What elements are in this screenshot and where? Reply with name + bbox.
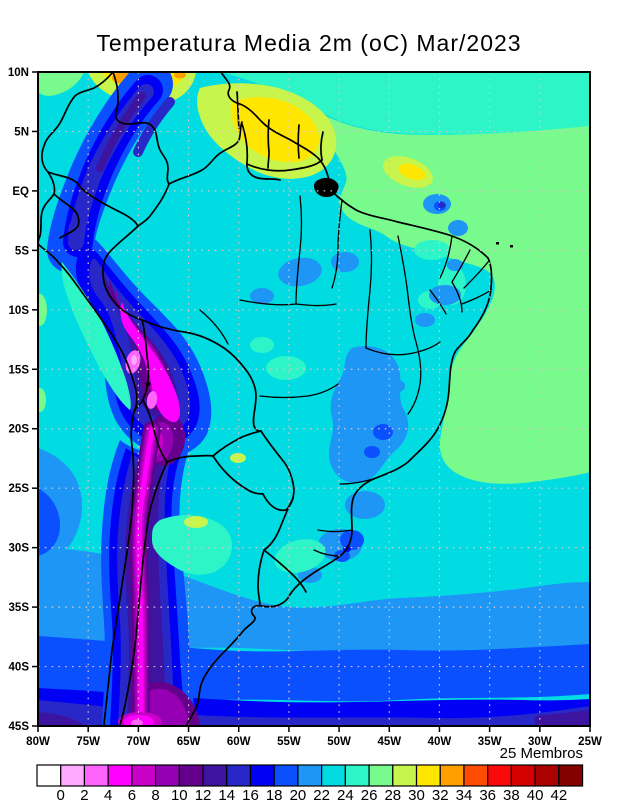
lat-tick-label: 5S <box>15 245 29 257</box>
colorbar-tick-label: 18 <box>266 787 283 800</box>
lat-tick-label: 15S <box>9 364 30 376</box>
colorbar-cell <box>83 764 109 787</box>
colorbar-tick-label: 24 <box>337 787 354 800</box>
colorbar-tick-label: 32 <box>432 787 449 800</box>
lat-tick-label: 20S <box>9 424 30 436</box>
lon-tick-label: 75W <box>76 736 100 748</box>
colorbar-tick-label: 36 <box>479 787 496 800</box>
colorbar-cell <box>36 764 62 787</box>
colorbar-tick-label: 38 <box>503 787 520 800</box>
colorbar-tick-label: 6 <box>128 787 136 800</box>
colorbar-cell <box>60 764 86 787</box>
latitude-axis: 10N 5N EQ 5S 10S 15S 20S 25S 30S 35S 40S 45S <box>8 67 38 733</box>
colorbar-tick-label: 12 <box>195 787 212 800</box>
lat-tick-label: 5N <box>14 126 29 138</box>
colorbar-cell <box>321 764 346 787</box>
colorbar-cell <box>510 764 536 787</box>
lat-tick-label: 35S <box>9 602 30 614</box>
temperature-field <box>38 72 590 726</box>
colorbar-cell <box>392 764 418 787</box>
lat-tick-label: 10N <box>8 67 29 79</box>
lat-tick-label: 45S <box>9 721 30 733</box>
colorbar-tick-label: 28 <box>384 787 401 800</box>
colorbar-cell <box>202 764 228 787</box>
colorbar-cell <box>534 764 560 787</box>
lon-tick-label: 65W <box>177 736 201 748</box>
map-title: Temperatura Media 2m (oC) Mar/2023 <box>96 30 522 56</box>
colorbar-cell <box>178 764 204 787</box>
colorbar-tick-label: 8 <box>151 787 159 800</box>
lat-tick-label: 40S <box>9 662 30 674</box>
lon-tick-label: 35W <box>478 736 502 748</box>
colorbar-cell <box>297 764 323 787</box>
colorbar-cell <box>558 764 584 787</box>
colorbar-tick-label: 22 <box>313 787 330 800</box>
colorbar-cell <box>249 764 275 787</box>
colorbar-tick-label: 14 <box>218 787 235 800</box>
lon-tick-label: 55W <box>277 736 301 748</box>
lon-tick-label: 80W <box>26 736 50 748</box>
lon-tick-label: 50W <box>327 736 351 748</box>
lat-tick-label: 25S <box>9 483 30 495</box>
lon-tick-label: 45W <box>377 736 401 748</box>
colorbar-tick-label: 30 <box>408 787 425 800</box>
state-borders <box>199 195 492 557</box>
colorbar-tick-label: 4 <box>104 787 112 800</box>
colorbar-tick-label: 10 <box>171 787 188 800</box>
lat-tick-label: 10S <box>9 305 30 317</box>
colorbar-cell <box>155 764 180 787</box>
colorbar-cell <box>226 764 252 787</box>
colorbar-tick-label: 0 <box>57 787 65 800</box>
lat-tick-label: 30S <box>9 543 30 555</box>
longitude-axis: 80W 75W 70W 65W 60W 55W 50W 45W 40W 35W 30W 25W <box>26 726 602 748</box>
colorbar-cell <box>344 764 370 787</box>
colorbar-cell <box>368 764 394 787</box>
colorbar-tick-label: 42 <box>550 787 567 800</box>
colorbar-cell <box>107 764 133 787</box>
country-borders <box>47 72 324 726</box>
colorbar-tick-label: 34 <box>456 787 473 800</box>
colorbar-cell <box>463 764 489 787</box>
colorbar-cell <box>415 764 441 787</box>
colorbar-cell <box>273 764 299 787</box>
colorbar-tick-label: 20 <box>290 787 307 800</box>
colorbar-cell <box>487 764 512 787</box>
lon-tick-label: 40W <box>428 736 452 748</box>
lon-tick-label: 60W <box>227 736 251 748</box>
lon-tick-label: 30W <box>528 736 552 748</box>
map-frame <box>37 71 591 727</box>
lon-tick-label: 70W <box>127 736 151 748</box>
colorbar-cell <box>131 764 157 787</box>
colorbar-tick-label: 26 <box>361 787 378 800</box>
coastline <box>38 72 493 726</box>
ensemble-members-label: 25 Membros <box>500 745 583 762</box>
colorbar-cell <box>439 764 465 787</box>
colorbar-tick-label: 40 <box>527 787 544 800</box>
colorbar-tick-label: 2 <box>80 787 88 800</box>
lon-tick-label: 25W <box>578 736 602 748</box>
colorbar-tick-label: 16 <box>242 787 259 800</box>
graticule <box>38 72 590 726</box>
lat-tick-label: EQ <box>12 186 29 198</box>
colorbar: 0 2 4 6 8 10 12 14 16 18 20 22 24 26 28 30 32 34 36 38 40 42 <box>36 764 584 800</box>
